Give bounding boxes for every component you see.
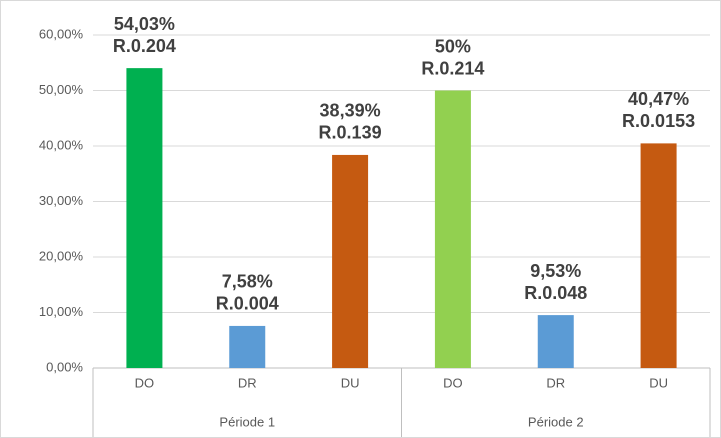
x-tick-label: DU [649, 375, 668, 390]
x-tick-label: DR [238, 375, 257, 390]
data-label: 40,47% [628, 89, 689, 109]
data-annotation: R.0.004 [216, 294, 279, 314]
bar [537, 315, 574, 368]
x-tick-label: DO [443, 375, 463, 390]
group-label: Période 2 [528, 414, 584, 429]
data-annotation: R.0.204 [113, 36, 176, 56]
bar [640, 143, 677, 368]
bar [332, 154, 369, 368]
y-tick-label: 50,00% [39, 82, 84, 97]
data-label: 38,39% [320, 101, 381, 121]
group-label: Période 1 [219, 414, 275, 429]
y-tick-label: 60,00% [39, 26, 84, 41]
data-annotation: R.0.214 [421, 58, 484, 78]
bar [229, 325, 266, 368]
y-tick-label: 20,00% [39, 248, 84, 263]
data-label: 7,58% [222, 272, 273, 292]
x-tick-label: DO [135, 375, 155, 390]
data-label: 9,53% [530, 261, 581, 281]
data-annotation: R.0.048 [524, 283, 587, 303]
y-tick-label: 40,00% [39, 137, 84, 152]
data-label: 54,03% [114, 14, 175, 34]
bar [434, 90, 471, 368]
y-tick-label: 30,00% [39, 193, 84, 208]
y-tick-label: 0,00% [46, 359, 83, 374]
data-label: 50% [435, 36, 471, 56]
data-annotation: R.0.0153 [622, 111, 695, 131]
data-annotation: R.0.139 [319, 123, 382, 143]
bar [126, 68, 163, 369]
y-tick-label: 10,00% [39, 304, 84, 319]
x-tick-label: DR [546, 375, 565, 390]
x-tick-label: DU [341, 375, 360, 390]
